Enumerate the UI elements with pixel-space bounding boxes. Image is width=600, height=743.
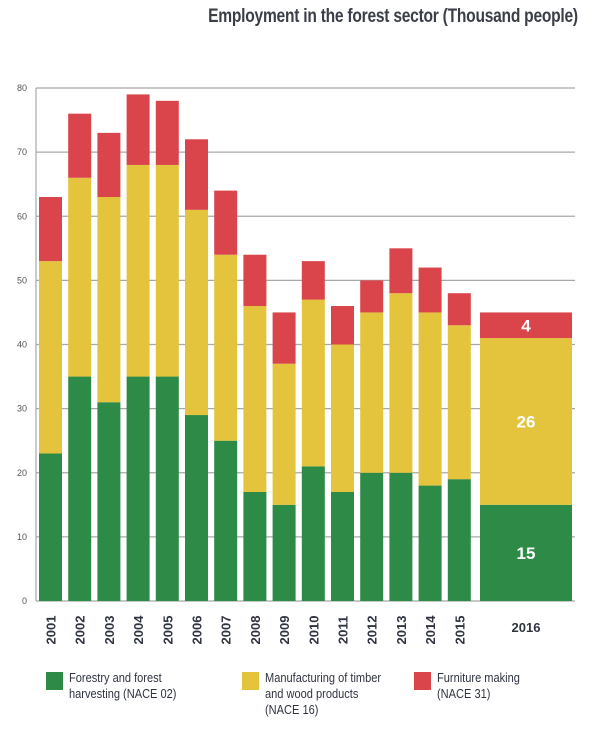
bar-segment-2005-forestry — [155, 376, 179, 601]
bar-segment-2011-furniture — [331, 306, 354, 345]
x-tick-label: 2002 — [73, 616, 88, 645]
x-tick-label: 2001 — [44, 616, 59, 645]
x-tick-label: 2016 — [512, 620, 541, 635]
x-tick-label: 2015 — [452, 616, 467, 645]
y-tick-label: 20 — [17, 468, 27, 478]
bar-segment-2003-furniture — [97, 132, 121, 198]
x-tick-label: 2014 — [423, 615, 438, 645]
bar-segment-2011-manufacturing — [331, 344, 354, 492]
bar-segment-2007-furniture — [214, 190, 238, 255]
y-tick-label: 10 — [17, 532, 27, 542]
x-tick-label: 2003 — [102, 616, 117, 645]
bar-segment-2012-forestry — [360, 472, 384, 601]
bar-segment-2009-furniture — [272, 312, 296, 364]
x-axis-ticks: 2001 2002 2003 2004 2005 2006 2007 2008 2009 2010… — [44, 615, 541, 645]
y-tick-label: 40 — [17, 340, 27, 350]
x-tick-label: 2007 — [219, 616, 234, 645]
y-tick-label: 0 — [22, 596, 27, 606]
bar-segment-2006-furniture — [185, 139, 208, 210]
bar-segment-2014-forestry — [418, 485, 442, 601]
x-tick-label: 2010 — [306, 616, 321, 645]
bar-segment-2002-furniture — [68, 113, 92, 178]
y-tick-label: 50 — [17, 275, 27, 285]
bar-segment-2009-manufacturing — [272, 363, 296, 505]
y-tick-label: 80 — [17, 83, 27, 93]
x-tick-label: 2004 — [131, 615, 146, 645]
y-tick-label: 70 — [17, 147, 27, 157]
bar-segment-2009-forestry — [272, 504, 296, 601]
bar-segment-2013-furniture — [389, 248, 413, 294]
bar-segment-2014-furniture — [418, 267, 442, 313]
bar-segment-2002-manufacturing — [68, 177, 92, 377]
data-label: 15 — [517, 544, 536, 563]
x-tick-label: 2011 — [336, 616, 351, 644]
bar-segment-2004-forestry — [126, 376, 150, 601]
x-tick-label: 2005 — [160, 616, 175, 645]
bar-segment-2014-manufacturing — [418, 312, 442, 486]
bar-segment-2015-furniture — [447, 293, 471, 326]
x-tick-label: 2006 — [190, 616, 205, 645]
bar-segment-2006-manufacturing — [185, 209, 208, 416]
bar-segment-2007-manufacturing — [214, 254, 238, 441]
bar-segment-2006-forestry — [185, 415, 208, 601]
y-tick-label: 30 — [17, 404, 27, 414]
bar-segment-2002-forestry — [68, 376, 92, 601]
y-tick-label: 60 — [17, 211, 27, 221]
legend-item-manufacturing: Manufacturing of timber and wood product… — [242, 670, 402, 718]
y-axis-ticks: 0 10 20 30 40 50 60 70 80 — [17, 83, 27, 606]
bar-segment-2010-furniture — [301, 261, 325, 300]
bar-segment-2012-manufacturing — [360, 312, 384, 473]
bar-segment-2015-manufacturing — [447, 325, 471, 480]
legend-label-manufacturing: Manufacturing of timber and wood product… — [265, 670, 382, 717]
legend-swatch-manufacturing — [242, 672, 259, 690]
x-tick-label: 2012 — [365, 616, 380, 645]
bar-segment-2003-manufacturing — [97, 197, 121, 403]
stacked-bar-chart: 0 10 20 30 40 50 60 70 80 15 26 4 2001 2002 2003 2004… — [17, 83, 575, 645]
bar-segment-2015-forestry — [447, 479, 471, 601]
bar-segment-2010-forestry — [301, 466, 325, 601]
bar-segment-2005-furniture — [155, 100, 179, 165]
data-label: 4 — [521, 316, 531, 335]
x-tick-label: 2009 — [277, 616, 292, 645]
bar-segment-2013-forestry — [389, 472, 413, 601]
bar-segment-2016-furniture — [480, 312, 572, 339]
bar-segment-2005-manufacturing — [155, 164, 179, 377]
bar-segment-2011-forestry — [331, 491, 354, 601]
legend-label-furniture: Furniture making (NACE 31) — [437, 670, 520, 701]
legend-item-forestry: Forestry and forest harvesting (NACE 02) — [46, 670, 195, 702]
legend-swatch-furniture — [414, 672, 431, 690]
bar-segment-2004-furniture — [126, 94, 150, 165]
bar-segment-2010-manufacturing — [301, 299, 325, 467]
bar-segment-2008-furniture — [243, 254, 267, 307]
data-label: 26 — [517, 412, 536, 431]
bar-segment-2013-manufacturing — [389, 293, 413, 473]
bar-segment-2003-forestry — [97, 402, 121, 601]
legend-item-furniture: Furniture making (NACE 31) — [414, 670, 535, 702]
chart-title: Employment in the forest sector (Thousan… — [208, 6, 578, 27]
bar-segment-2016-forestry — [480, 504, 572, 601]
bar-segment-2001-forestry — [39, 453, 62, 601]
bar-segment-2007-forestry — [214, 440, 238, 601]
bar-segment-2004-manufacturing — [126, 164, 150, 377]
bars: 15 26 4 — [39, 94, 572, 601]
bar-segment-2016-manufacturing — [480, 338, 572, 505]
bar-segment-2001-furniture — [39, 197, 62, 262]
bar-segment-2012-furniture — [360, 280, 384, 313]
bar-segment-2008-forestry — [243, 491, 267, 601]
bar-segment-2008-manufacturing — [243, 306, 267, 492]
legend-swatch-forestry — [46, 672, 63, 690]
legend-label-forestry: Forestry and forest harvesting (NACE 02) — [69, 670, 177, 701]
x-tick-label: 2013 — [394, 616, 409, 645]
bar-segment-2001-manufacturing — [39, 261, 62, 454]
x-tick-label: 2008 — [248, 616, 263, 645]
